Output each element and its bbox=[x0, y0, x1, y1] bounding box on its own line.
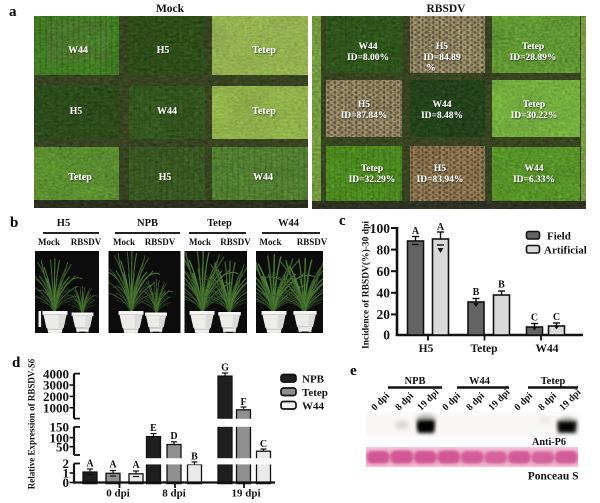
svg-text:40: 40 bbox=[377, 286, 391, 301]
svg-text:W44: W44 bbox=[536, 343, 559, 355]
svg-text:100: 100 bbox=[50, 430, 70, 445]
svg-text:80: 80 bbox=[377, 242, 391, 257]
svg-text:100: 100 bbox=[370, 221, 391, 236]
svg-text:8 dpi: 8 dpi bbox=[393, 390, 416, 413]
svg-text:W44: W44 bbox=[359, 42, 378, 52]
svg-text:8 dpi: 8 dpi bbox=[464, 390, 487, 413]
svg-text:ID=32.29%: ID=32.29% bbox=[349, 175, 396, 185]
svg-text:C: C bbox=[260, 439, 267, 450]
svg-text:20: 20 bbox=[377, 307, 391, 322]
svg-text:D: D bbox=[170, 431, 177, 442]
svg-text:H5: H5 bbox=[419, 343, 434, 355]
svg-text:W44: W44 bbox=[68, 45, 88, 56]
svg-text:0: 0 bbox=[63, 475, 70, 490]
svg-text:Anti-P6: Anti-P6 bbox=[532, 437, 566, 448]
svg-text:H5: H5 bbox=[70, 106, 83, 117]
svg-text:ID=84.89: ID=84.89 bbox=[423, 53, 461, 63]
svg-text:ID=87.84%: ID=87.84% bbox=[341, 111, 388, 121]
svg-text:H5: H5 bbox=[436, 42, 448, 52]
svg-text:W44: W44 bbox=[525, 164, 544, 174]
svg-text:3000: 3000 bbox=[43, 378, 69, 393]
svg-text:19 dpi: 19 dpi bbox=[486, 387, 512, 413]
svg-text:Tetep: Tetep bbox=[252, 106, 276, 117]
svg-text:H5: H5 bbox=[159, 172, 172, 183]
svg-text:Field: Field bbox=[547, 231, 571, 243]
svg-text:0: 0 bbox=[383, 328, 390, 343]
svg-text:A: A bbox=[437, 222, 445, 233]
svg-text:%: % bbox=[426, 64, 436, 74]
svg-text:19 dpi: 19 dpi bbox=[231, 488, 260, 500]
svg-text:150: 150 bbox=[50, 420, 70, 435]
svg-text:H5: H5 bbox=[434, 164, 446, 174]
svg-text:1000: 1000 bbox=[43, 400, 69, 415]
svg-text:NPB: NPB bbox=[405, 376, 426, 387]
svg-text:G: G bbox=[221, 362, 229, 373]
svg-text:2: 2 bbox=[63, 456, 70, 471]
svg-text:Tetep: Tetep bbox=[361, 164, 383, 174]
svg-text:Tetep: Tetep bbox=[252, 45, 276, 56]
svg-text:0 dpi: 0 dpi bbox=[106, 488, 130, 500]
svg-text:60: 60 bbox=[377, 264, 391, 279]
svg-text:2000: 2000 bbox=[43, 389, 69, 404]
svg-text:ID=8.48%: ID=8.48% bbox=[421, 111, 463, 121]
svg-text:B: B bbox=[473, 287, 480, 298]
svg-text:B: B bbox=[191, 452, 198, 463]
svg-text:8 dpi: 8 dpi bbox=[162, 488, 186, 500]
svg-text:Relative Expression of RBSDV-S: Relative Expression of RBSDV-S6 bbox=[27, 358, 37, 489]
svg-text:Ponceau S: Ponceau S bbox=[528, 471, 579, 483]
svg-text:Tetep: Tetep bbox=[302, 387, 328, 399]
svg-text:H5: H5 bbox=[157, 45, 170, 56]
svg-text:19 dpi: 19 dpi bbox=[557, 387, 583, 413]
svg-text:50: 50 bbox=[56, 439, 69, 454]
svg-text:0 dpi: 0 dpi bbox=[512, 390, 535, 413]
svg-text:Tetep: Tetep bbox=[541, 376, 566, 387]
svg-text:Tetep: Tetep bbox=[470, 343, 497, 355]
svg-text:0 dpi: 0 dpi bbox=[369, 390, 392, 413]
svg-text:Incidence of RBSDV(%)-30 dpi: Incidence of RBSDV(%)-30 dpi bbox=[361, 221, 372, 349]
svg-text:ID=28.89%: ID=28.89% bbox=[510, 53, 557, 63]
svg-text:A: A bbox=[109, 460, 117, 471]
svg-text:B: B bbox=[498, 280, 505, 291]
svg-text:E: E bbox=[150, 423, 157, 434]
svg-text:ID=83.94%: ID=83.94% bbox=[417, 175, 464, 185]
svg-text:W44: W44 bbox=[157, 106, 177, 117]
svg-text:W44: W44 bbox=[469, 376, 491, 387]
svg-text:ID=30.22%: ID=30.22% bbox=[511, 111, 558, 121]
svg-text:Artificial: Artificial bbox=[544, 245, 587, 257]
svg-text:8 dpi: 8 dpi bbox=[536, 390, 559, 413]
svg-text:ID=6.33%: ID=6.33% bbox=[513, 175, 555, 185]
svg-text:1: 1 bbox=[63, 466, 70, 481]
svg-text:C: C bbox=[553, 312, 560, 323]
svg-text:H5: H5 bbox=[358, 100, 370, 110]
svg-text:C: C bbox=[531, 313, 538, 324]
svg-text:W44: W44 bbox=[253, 172, 273, 183]
svg-text:NPB: NPB bbox=[302, 374, 325, 386]
svg-text:F: F bbox=[240, 397, 246, 408]
svg-text:W44: W44 bbox=[433, 100, 452, 110]
svg-text:19 dpi: 19 dpi bbox=[415, 387, 441, 413]
svg-text:ID=8.00%: ID=8.00% bbox=[347, 53, 389, 63]
svg-text:Tetep: Tetep bbox=[522, 42, 544, 52]
svg-text:A: A bbox=[86, 459, 94, 470]
svg-text:A: A bbox=[412, 226, 420, 237]
svg-text:A: A bbox=[132, 460, 140, 471]
svg-text:W44: W44 bbox=[302, 401, 325, 413]
svg-text:0 dpi: 0 dpi bbox=[440, 390, 463, 413]
svg-text:4000: 4000 bbox=[43, 366, 69, 381]
svg-text:Tetep: Tetep bbox=[523, 100, 545, 110]
svg-text:Tetep: Tetep bbox=[68, 172, 92, 183]
